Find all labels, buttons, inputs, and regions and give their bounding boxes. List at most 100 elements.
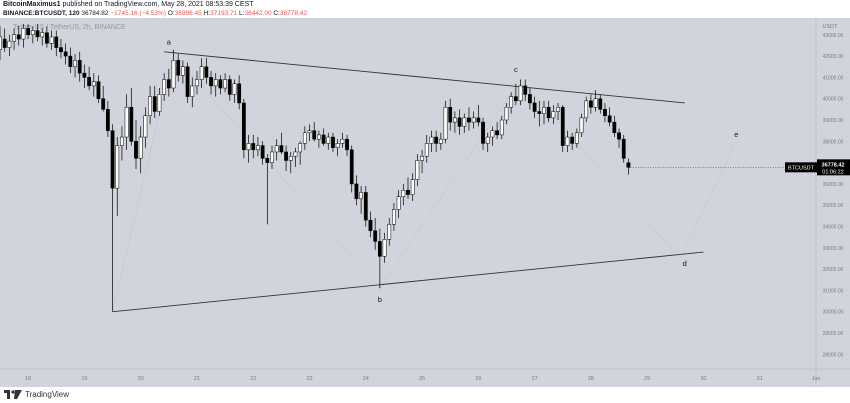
candle [265,154,270,225]
candle [574,128,579,148]
candle [392,203,396,231]
candle [359,186,363,214]
candle-body-up [574,132,579,144]
price-tick-label: 35000.00 [823,203,844,209]
footer: TradingView [0,387,850,403]
candle-body-down [570,136,575,144]
candle-body-down [617,132,621,140]
candle [152,85,157,118]
candle-body-down [467,117,471,123]
candle [270,145,274,169]
candle [166,68,171,97]
candle-body-up [246,143,251,151]
candle-body-up [438,138,443,144]
time-axis[interactable] [0,369,816,387]
candle [204,58,209,84]
candle [579,113,584,138]
candle-body-down [63,51,68,57]
candle-body-up [401,190,406,197]
trendline[interactable] [112,251,704,313]
last-price-badge-bg [785,162,817,173]
candle-body-down [129,106,134,142]
candle-body-down [251,143,256,151]
trendline[interactable] [164,51,685,104]
candle [0,26,2,61]
wave-path [112,53,737,312]
candle-body-up [0,36,2,50]
candle [30,26,35,44]
candle [176,53,181,82]
author-name[interactable]: BitcoinMaximus1 [3,1,61,8]
candle-body-up [509,96,514,108]
candle [331,132,335,152]
candle-body-up [565,136,570,146]
candle-body-up [504,106,509,121]
candle-body-down [434,136,439,144]
time-tick-label: 25 [419,376,425,382]
candle-body-down [176,60,181,76]
candle-body-up [298,143,303,153]
candle [326,132,331,150]
price-tick-label: 41000.00 [823,75,844,81]
symbol-name[interactable]: BINANCE:BTCUSDT, 120 [3,10,80,17]
candle [434,130,439,152]
candle [513,83,518,106]
symbol-line: BINANCE:BTCUSDT, 120 36784.82 −1745.16 (… [3,10,307,18]
candles [0,24,631,312]
time-tick-label: 28 [588,376,594,382]
candle [438,132,443,150]
candle-body-up [490,130,495,138]
candle [495,122,499,140]
candle-body-down [513,96,518,102]
candle [532,96,537,118]
time-tick-label: 21 [194,376,200,382]
candle-body-down [16,34,21,40]
price-tick-label: 28000.00 [823,352,844,358]
candle [35,24,40,42]
price-axis[interactable] [816,18,850,387]
candle-body-up [392,209,396,225]
candle-body-up [138,136,143,159]
candle [373,218,378,250]
candle [420,149,424,174]
time-tick-label: 23 [306,376,312,382]
candle-body-down [26,28,31,36]
candle [476,105,481,127]
candle-body-down [105,109,110,131]
candle-body-up [120,136,124,146]
candle [307,124,312,142]
tradingview-logo[interactable]: TradingView [4,390,69,399]
candle-body-down [621,138,626,159]
candle [77,51,82,82]
candlestick-chart[interactable]: Tether US / TetherUS, 2h, BINANCE USDT 4… [0,18,850,387]
candle [340,132,345,148]
candle-body-up [12,34,16,42]
price-tick-label: 32000.00 [823,267,844,273]
high-value: 37193.71 [210,10,238,17]
wave-label: e [734,130,738,139]
candle [195,71,199,95]
candle [612,115,617,138]
candle-body-down [345,138,349,151]
candle-body-down [363,192,368,221]
time-tick-label: 19 [81,376,87,382]
candle [396,190,401,218]
candle [298,141,303,165]
candle [209,71,213,95]
candle-body-up [293,151,298,157]
candle-body-up [453,117,457,123]
candle [185,62,190,103]
candle-body-down [265,158,270,163]
wave-path-line[interactable] [112,53,737,312]
candle-body-up [49,36,54,44]
candle-body-down [237,83,242,104]
last-price-value: 36778.42 [822,162,845,168]
candle [377,228,382,289]
candle-body-up [542,106,546,114]
candle-body-down [523,85,528,95]
candle-body-up [556,106,560,112]
candle-body-down [373,230,378,242]
candle [593,90,598,112]
candle [302,126,307,150]
candle-body-down [612,121,617,134]
